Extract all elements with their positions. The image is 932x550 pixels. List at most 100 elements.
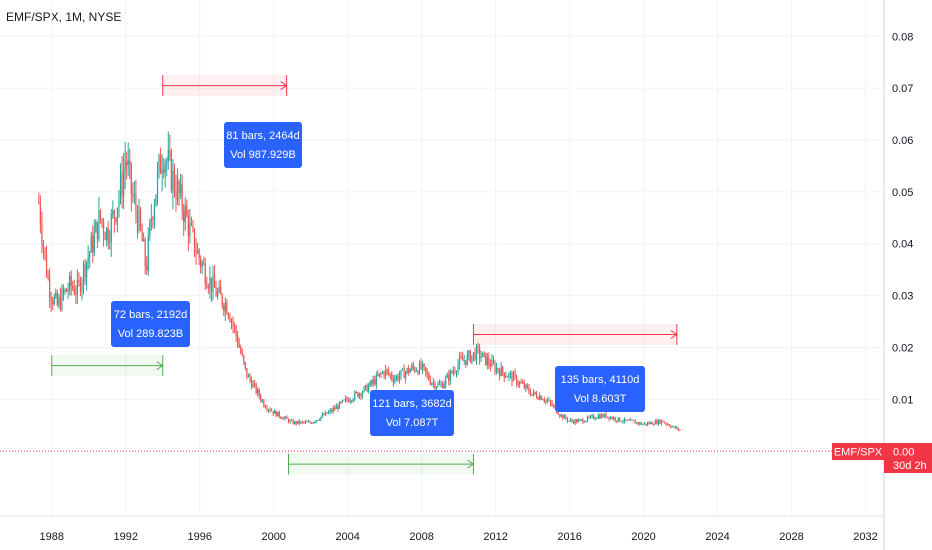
candle [267, 408, 270, 413]
candle [579, 418, 581, 422]
candle [398, 370, 401, 384]
candle [190, 216, 193, 227]
candle [332, 405, 334, 414]
candle-body [650, 422, 652, 424]
candle-body [562, 414, 564, 419]
candle-body [266, 407, 268, 410]
candle-body [634, 420, 636, 424]
x-tick-label: 2028 [779, 531, 803, 543]
candle-body [61, 289, 63, 310]
candle-body [331, 410, 333, 412]
candle [107, 220, 109, 250]
candle-body [190, 223, 193, 225]
candle-body [368, 385, 370, 392]
candle [246, 368, 248, 380]
candle [95, 219, 97, 234]
candle-body [306, 421, 308, 423]
candle-body [625, 418, 627, 421]
candle-body [352, 399, 354, 401]
candle [454, 366, 456, 375]
candle [671, 425, 673, 428]
candle-body [246, 368, 248, 378]
candle-body [309, 421, 311, 423]
candle-body [252, 383, 254, 388]
candle-body [355, 392, 357, 394]
candle-body [589, 416, 592, 418]
candle-body [542, 399, 544, 401]
candle-body [178, 181, 180, 194]
candle-body [290, 420, 293, 422]
candle [622, 419, 624, 424]
grid-lines [0, 0, 884, 516]
candle [200, 255, 202, 274]
candle-body [292, 420, 294, 424]
chart-title: EMF/SPX, 1M, NYSE [6, 10, 122, 24]
candle [437, 381, 439, 388]
candle [460, 352, 462, 360]
candle [432, 378, 434, 388]
candle-body [415, 371, 418, 372]
arrow-head-icon [467, 459, 475, 469]
candle [415, 367, 418, 373]
candle-body [334, 408, 336, 410]
candle-body [49, 278, 51, 297]
candle-body [204, 264, 206, 285]
candle [301, 420, 303, 424]
candle [577, 417, 579, 423]
candle-body [62, 289, 65, 293]
candle [534, 391, 536, 396]
candle-body [65, 289, 68, 292]
candle-body [361, 392, 364, 397]
candle [317, 419, 319, 421]
candle [81, 277, 83, 301]
candle [212, 265, 214, 301]
candle-body [586, 416, 589, 421]
candle [252, 379, 254, 388]
candle [75, 285, 77, 305]
candle-body [509, 373, 512, 375]
candle-body [116, 207, 119, 222]
candle-body [673, 426, 675, 428]
candle-body [53, 296, 55, 305]
candle [662, 420, 664, 423]
date-range-measure[interactable] [51, 355, 164, 376]
candle [331, 408, 333, 414]
candle [82, 260, 85, 295]
date-range-measure[interactable] [162, 75, 288, 96]
candle-body [451, 371, 453, 373]
date-range-measure[interactable] [288, 453, 475, 475]
candle [338, 401, 340, 409]
candle [352, 397, 354, 403]
candle [87, 245, 89, 270]
candle [290, 418, 293, 422]
candle-body [579, 419, 581, 421]
candle [506, 375, 508, 378]
candle [280, 416, 282, 420]
candle [660, 419, 663, 426]
candle [101, 218, 103, 229]
candle-body [122, 170, 125, 196]
candle [514, 368, 516, 380]
candle-body [95, 221, 97, 233]
candle-body [489, 364, 491, 367]
candle [500, 362, 502, 377]
candle [170, 148, 172, 194]
candle-body [576, 419, 578, 423]
candle [178, 178, 180, 206]
candle-body [340, 402, 342, 403]
candle [167, 131, 169, 170]
candle-body [371, 381, 373, 384]
candle-body [486, 357, 488, 365]
candle-body [443, 384, 445, 389]
candle-body [238, 344, 240, 348]
candle [298, 419, 300, 426]
candle [526, 383, 528, 390]
candle [565, 414, 567, 421]
symbol-tag-text: EMF/SPX [834, 447, 883, 459]
candle [335, 403, 337, 410]
date-range-measure[interactable] [472, 324, 678, 345]
candle-body [203, 263, 205, 265]
candle-body [583, 421, 586, 423]
